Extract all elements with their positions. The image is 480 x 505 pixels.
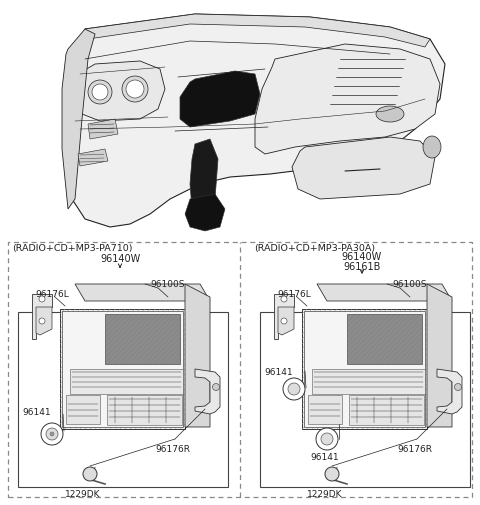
- Text: 96140W: 96140W: [100, 254, 140, 264]
- Polygon shape: [304, 312, 425, 427]
- Polygon shape: [75, 284, 210, 301]
- Polygon shape: [62, 312, 183, 427]
- Circle shape: [126, 81, 144, 99]
- Bar: [8, 242, 472, 497]
- Polygon shape: [278, 308, 294, 335]
- Polygon shape: [68, 15, 445, 228]
- Circle shape: [92, 85, 108, 101]
- Text: 96161B: 96161B: [343, 262, 381, 272]
- Polygon shape: [349, 395, 424, 425]
- Circle shape: [88, 81, 112, 105]
- Polygon shape: [78, 149, 108, 167]
- Polygon shape: [437, 369, 462, 414]
- Text: 96141: 96141: [310, 452, 338, 461]
- Polygon shape: [308, 395, 342, 424]
- Polygon shape: [195, 369, 220, 414]
- Circle shape: [325, 467, 339, 481]
- Circle shape: [39, 318, 45, 324]
- Circle shape: [281, 318, 287, 324]
- Bar: [260, 313, 470, 487]
- Text: 96141: 96141: [264, 367, 293, 376]
- Polygon shape: [190, 140, 218, 218]
- Polygon shape: [75, 62, 165, 122]
- Polygon shape: [185, 194, 225, 231]
- Polygon shape: [180, 72, 260, 128]
- Text: 96140W: 96140W: [342, 251, 382, 262]
- Circle shape: [46, 428, 58, 440]
- Circle shape: [41, 423, 63, 445]
- Ellipse shape: [423, 137, 441, 159]
- Polygon shape: [60, 310, 185, 429]
- Polygon shape: [32, 294, 52, 339]
- Bar: [18, 313, 228, 487]
- Circle shape: [39, 296, 45, 302]
- Polygon shape: [107, 395, 182, 425]
- Circle shape: [281, 296, 287, 302]
- Circle shape: [455, 384, 461, 391]
- Polygon shape: [88, 120, 118, 140]
- Text: (RADIO+CD+MP3-PA710): (RADIO+CD+MP3-PA710): [12, 243, 132, 252]
- Polygon shape: [85, 15, 430, 48]
- Polygon shape: [70, 369, 183, 394]
- Text: 96141: 96141: [22, 407, 50, 416]
- Text: 96100S: 96100S: [150, 279, 184, 288]
- Text: 96176R: 96176R: [155, 444, 190, 453]
- Polygon shape: [255, 45, 440, 155]
- Circle shape: [288, 383, 300, 395]
- Text: 1229DK: 1229DK: [307, 489, 343, 498]
- Polygon shape: [317, 284, 452, 301]
- Circle shape: [283, 378, 305, 400]
- Ellipse shape: [376, 107, 404, 123]
- Circle shape: [83, 467, 97, 481]
- Polygon shape: [36, 308, 52, 335]
- Polygon shape: [347, 315, 422, 364]
- Text: 96176L: 96176L: [35, 289, 69, 298]
- Text: 96176L: 96176L: [277, 289, 311, 298]
- Polygon shape: [274, 294, 294, 339]
- Polygon shape: [427, 284, 452, 427]
- Text: 1229DK: 1229DK: [65, 489, 100, 498]
- Text: (RADIO+CD+MP3-PA30A): (RADIO+CD+MP3-PA30A): [254, 243, 375, 252]
- Text: 96100S: 96100S: [392, 279, 427, 288]
- Polygon shape: [302, 310, 427, 429]
- Polygon shape: [312, 369, 425, 394]
- Polygon shape: [185, 284, 210, 427]
- Circle shape: [316, 428, 338, 450]
- Text: 96176R: 96176R: [397, 444, 432, 453]
- Polygon shape: [105, 315, 180, 364]
- Polygon shape: [62, 30, 95, 210]
- Circle shape: [213, 384, 219, 391]
- Circle shape: [122, 77, 148, 103]
- Polygon shape: [292, 138, 435, 199]
- Circle shape: [50, 432, 54, 436]
- Circle shape: [321, 433, 333, 445]
- Polygon shape: [66, 395, 100, 424]
